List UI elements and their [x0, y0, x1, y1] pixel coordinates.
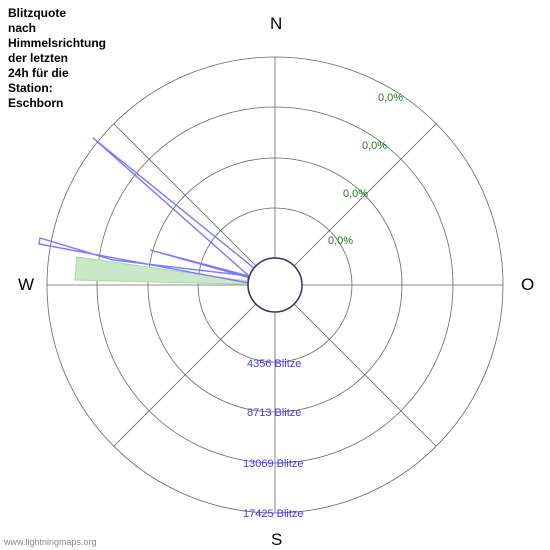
- cardinal-n: N: [270, 14, 282, 34]
- cardinal-s: S: [271, 530, 282, 550]
- cardinal-o: O: [521, 275, 534, 295]
- footer-credit: www.lightningmaps.org: [4, 537, 97, 547]
- ring-pct-label: 0,0%: [378, 92, 403, 104]
- ring-count-label: 17425 Blitze: [243, 508, 304, 520]
- ring-pct-label: 0,0%: [328, 235, 353, 247]
- ring-count-label: 4356 Blitze: [247, 358, 301, 370]
- ring-count-label: 13069 Blitze: [243, 458, 304, 470]
- chart-title: Blitzquote nach Himmelsrichtung der letz…: [8, 6, 106, 111]
- ring-pct-label: 0,0%: [343, 188, 368, 200]
- cardinal-w: W: [18, 275, 34, 295]
- ring-count-label: 8713 Blitze: [247, 407, 301, 419]
- ring-pct-label: 0,0%: [362, 140, 387, 152]
